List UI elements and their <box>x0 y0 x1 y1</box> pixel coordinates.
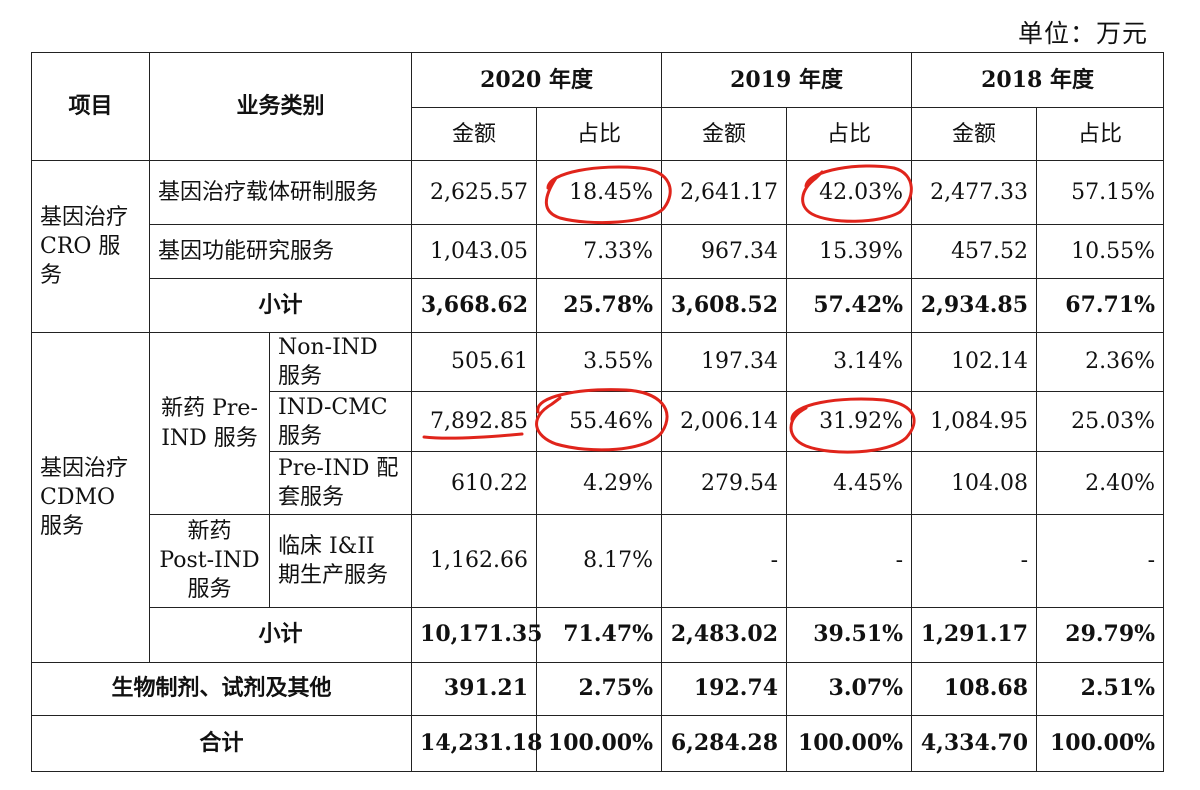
value-cell: 100.00% <box>1036 714 1165 773</box>
value-cell: 1,084.95 <box>911 390 1038 453</box>
value-cell: 10,171.35 <box>411 606 543 663</box>
table-row: 基因功能研究服务 1,043.05 7.33% 967.34 15.39% 45… <box>32 224 1165 279</box>
section-label-cro: 基因治疗 CRO 服务 <box>31 160 150 333</box>
value-cell: 505.61 <box>411 331 538 392</box>
header-ratio: 占比 <box>1036 107 1165 162</box>
revenue-table: 项目 业务类别 2020 年度 2019 年度 2018 年度 金额 占比 金额… <box>30 51 1165 773</box>
value-cell: 4,334.70 <box>911 714 1038 773</box>
value-cell: 2,477.33 <box>911 160 1038 226</box>
row-name: 临床 I&II 期生产服务 <box>268 514 413 608</box>
value-cell: - <box>1036 514 1165 608</box>
header-ratio: 占比 <box>536 107 663 162</box>
value-cell: 2,006.14 <box>661 390 788 453</box>
total-row: 合计 14,231.18 100.00% 6,284.28 100.00% 4,… <box>30 714 1165 773</box>
value-cell: 3.07% <box>786 661 913 716</box>
subtotal-row: 小计 10,171.35 71.47% 2,483.02 39.51% 1,29… <box>32 606 1165 663</box>
value-cell: 192.74 <box>661 661 788 716</box>
value-cell: 57.15% <box>1036 160 1165 226</box>
value-cell: 2.75% <box>536 661 663 716</box>
header-amount: 金额 <box>911 107 1038 162</box>
value-cell: 10.55% <box>1036 224 1165 279</box>
value-cell: 3,608.52 <box>661 277 788 333</box>
value-cell: 39.51% <box>786 606 913 663</box>
value-cell: 457.52 <box>911 224 1038 279</box>
value-cell: 197.34 <box>661 331 788 392</box>
value-cell: 29.79% <box>1036 606 1165 663</box>
value-cell: 3,668.62 <box>411 277 538 333</box>
header-item: 项目 <box>31 51 150 162</box>
value-cell: 1,291.17 <box>911 606 1038 663</box>
value-cell: 2.40% <box>1036 451 1165 516</box>
other-label: 生物制剂、试剂及其他 <box>30 661 413 716</box>
value-cell: 7,892.85 <box>411 390 538 453</box>
table-row: Pre-IND 配套服务 610.22 4.29% 279.54 4.45% 1… <box>32 451 1165 516</box>
other-row: 生物制剂、试剂及其他 391.21 2.75% 192.74 3.07% 108… <box>30 661 1165 716</box>
value-cell: 8.17% <box>536 514 663 608</box>
header-ratio: 占比 <box>786 107 913 162</box>
value-cell: 4.45% <box>786 451 913 516</box>
value-cell: 104.08 <box>911 451 1038 516</box>
value-cell: 100.00% <box>536 714 663 773</box>
section-label-cdmo: 基因治疗 CDMO 服务 <box>31 331 150 663</box>
value-cell: 967.34 <box>661 224 788 279</box>
value-cell: - <box>661 514 788 608</box>
pre-ind-label: 新药 Pre-IND 服务 <box>149 331 270 516</box>
value-cell: - <box>911 514 1038 608</box>
value-cell: 25.03% <box>1036 390 1165 453</box>
unit-label: 单位：万元 <box>1017 19 1148 48</box>
value-cell: - <box>786 514 913 608</box>
value-cell: 2,934.85 <box>911 277 1038 333</box>
header-year-2018: 2018 年度 <box>911 51 1165 109</box>
value-cell: 25.78% <box>536 277 663 333</box>
value-cell: 108.68 <box>911 661 1038 716</box>
value-cell: 2,625.57 <box>411 160 538 226</box>
value-cell: 4.29% <box>536 451 663 516</box>
value-cell: 3.14% <box>786 331 913 392</box>
value-cell: 102.14 <box>911 331 1038 392</box>
row-name: 基因治疗载体研制服务 <box>148 160 413 226</box>
value-cell: 100.00% <box>786 714 913 773</box>
value-cell: 18.45% <box>536 160 663 226</box>
value-cell: 7.33% <box>536 224 663 279</box>
value-cell: 14,231.18 <box>411 714 543 773</box>
header-year-2020: 2020 年度 <box>411 51 663 109</box>
row-name: IND-CMC 服务 <box>268 390 413 453</box>
value-cell: 1,043.05 <box>411 224 538 279</box>
value-cell: 2,641.17 <box>661 160 788 226</box>
value-cell: 42.03% <box>786 160 913 226</box>
row-name: Non-IND 服务 <box>268 331 413 392</box>
value-cell: 3.55% <box>536 331 663 392</box>
value-cell: 2.36% <box>1036 331 1165 392</box>
value-cell: 1,162.66 <box>411 514 538 608</box>
header-category: 业务类别 <box>148 51 413 162</box>
total-label: 合计 <box>30 714 413 773</box>
post-ind-label: 新药 Post-IND 服务 <box>149 514 270 608</box>
subtotal-label: 小计 <box>148 606 413 663</box>
row-name: Pre-IND 配套服务 <box>268 451 413 516</box>
table-row: 新药 Post-IND 服务 临床 I&II 期生产服务 1,162.66 8.… <box>32 514 1165 608</box>
value-cell: 6,284.28 <box>661 714 788 773</box>
value-cell: 610.22 <box>411 451 538 516</box>
value-cell: 67.71% <box>1036 277 1165 333</box>
value-cell: 279.54 <box>661 451 788 516</box>
header-amount: 金额 <box>411 107 538 162</box>
table-row: 基因治疗 CRO 服务 基因治疗载体研制服务 2,625.57 18.45% 2… <box>31 160 1165 333</box>
value-cell: 55.46% <box>536 390 663 453</box>
value-cell: 2,483.02 <box>661 606 788 663</box>
row-name: 基因功能研究服务 <box>148 224 413 279</box>
header-year-2019: 2019 年度 <box>661 51 913 109</box>
value-cell: 71.47% <box>536 606 663 663</box>
value-cell: 15.39% <box>786 224 913 279</box>
value-cell: 57.42% <box>786 277 913 333</box>
subtotal-label: 小计 <box>148 277 413 333</box>
table-row: 基因治疗 CDMO 服务 新药 Pre-IND 服务 Non-IND 服务 50… <box>31 331 1165 663</box>
value-cell: 31.92% <box>786 390 913 453</box>
value-cell: 391.21 <box>411 661 538 716</box>
header-amount: 金额 <box>661 107 788 162</box>
value-cell: 2.51% <box>1036 661 1165 716</box>
subtotal-row: 小计 3,668.62 25.78% 3,608.52 57.42% 2,934… <box>32 277 1165 333</box>
